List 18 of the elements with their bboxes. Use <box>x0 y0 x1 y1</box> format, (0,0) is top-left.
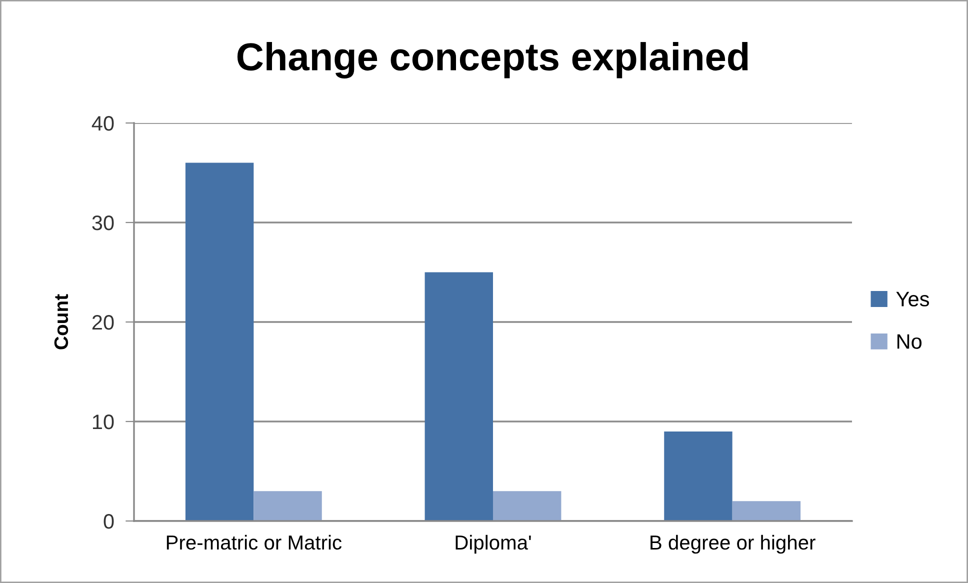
bar <box>185 162 254 521</box>
y-tick-label: 20 <box>92 315 114 330</box>
legend-label: Yes <box>896 292 929 306</box>
chart-title: Change concepts explained <box>237 42 748 78</box>
y-tick-label: 0 <box>104 514 114 529</box>
bar <box>254 491 322 521</box>
x-tick-label: Diploma' <box>456 534 531 554</box>
y-axis-title: Count <box>54 294 68 350</box>
legend-label: No <box>897 334 922 349</box>
bar <box>732 501 801 521</box>
y-tick-label: 40 <box>92 116 114 131</box>
y-tick-label: 30 <box>92 216 114 230</box>
bar <box>493 491 562 521</box>
bar <box>424 272 493 521</box>
x-tick-label: Pre-matric or Matric <box>166 534 342 550</box>
bar <box>664 431 732 521</box>
x-tick-label: B degree or higher <box>650 534 816 554</box>
y-tick-label: 10 <box>92 414 114 430</box>
